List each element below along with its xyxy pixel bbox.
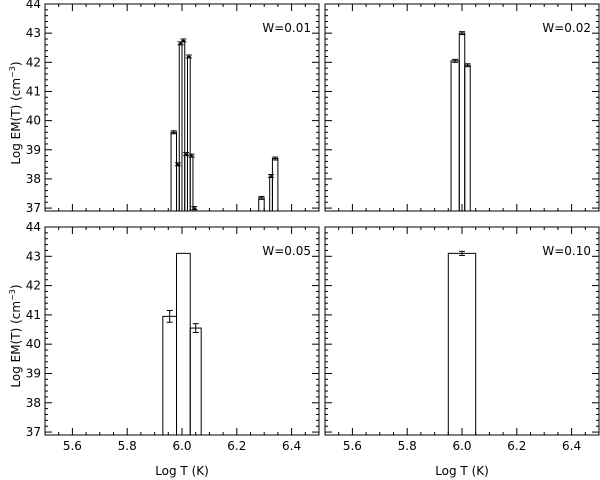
histogram-bin: [450, 60, 460, 212]
panel-label: W=0.01: [262, 21, 311, 35]
y-tick-label: 44: [26, 220, 41, 234]
histogram-bin: [458, 32, 466, 212]
y-tick-label: 43: [26, 26, 41, 40]
y-axis-label-top: Log EM(T) (cm−3): [8, 61, 23, 164]
x-axis-label-left: Log T (K): [155, 464, 209, 478]
x-tick-label: 6.2: [227, 439, 246, 453]
y-tick-label: 38: [26, 172, 41, 186]
x-tick-label: 6.4: [562, 439, 581, 453]
panel-1: 37 38 39 40 41 42 43 44 W=0.01: [26, 0, 320, 215]
y-tick-label: 40: [26, 114, 41, 128]
y-tick-label: 43: [26, 249, 41, 263]
panel-label: W=0.10: [542, 244, 591, 258]
histogram-bin: [464, 64, 471, 212]
y-tick-label: 39: [26, 143, 41, 157]
y-tick-label: 44: [26, 0, 41, 11]
histogram-bin: [271, 158, 279, 212]
panel-frame: [44, 226, 320, 436]
x-tick-label: 5.8: [118, 439, 137, 453]
y-axis-label-bottom: Log EM(T) (cm−3): [8, 284, 23, 387]
histogram-bin: [447, 252, 477, 436]
histogram-bin: [189, 327, 202, 436]
histogram-bin: [162, 315, 178, 436]
x-tick-label: 6.0: [172, 439, 191, 453]
panel-4: 5.6 5.8 6.0 6.2 6.4 W=0.10: [324, 226, 600, 453]
histogram-bin: [258, 197, 265, 212]
y-tick-label: 39: [26, 366, 41, 380]
x-axis-label-right: Log T (K): [435, 464, 489, 478]
x-tick-label: 6.2: [507, 439, 526, 453]
panel-label: W=0.05: [262, 244, 311, 258]
y-tick-label: 38: [26, 396, 41, 410]
y-tick-label: 37: [26, 425, 41, 439]
panel-3: 37 38 39 40 41 42 43 44 5.6 5.8 6.0 6.2 6.4 W=0.05: [26, 220, 320, 453]
x-tick-label: 5.6: [63, 439, 82, 453]
y-tick-label: 40: [26, 337, 41, 351]
y-tick-label: 42: [26, 279, 41, 293]
histogram-bin: [170, 131, 178, 212]
y-tick-label: 37: [26, 201, 41, 215]
panel-frame: [324, 226, 600, 436]
x-tick-label: 5.6: [343, 439, 362, 453]
histogram-bin: [189, 155, 194, 212]
panel-label: W=0.02: [542, 21, 591, 35]
histogram-bin: [176, 252, 191, 436]
x-tick-label: 5.8: [398, 439, 417, 453]
x-tick-label: 6.0: [452, 439, 471, 453]
y-tick-label: 42: [26, 55, 41, 69]
y-tick-label: 41: [26, 84, 41, 98]
y-tick-label: 41: [26, 308, 41, 322]
panel-2: W=0.02: [324, 3, 600, 212]
x-tick-label: 6.4: [282, 439, 301, 453]
